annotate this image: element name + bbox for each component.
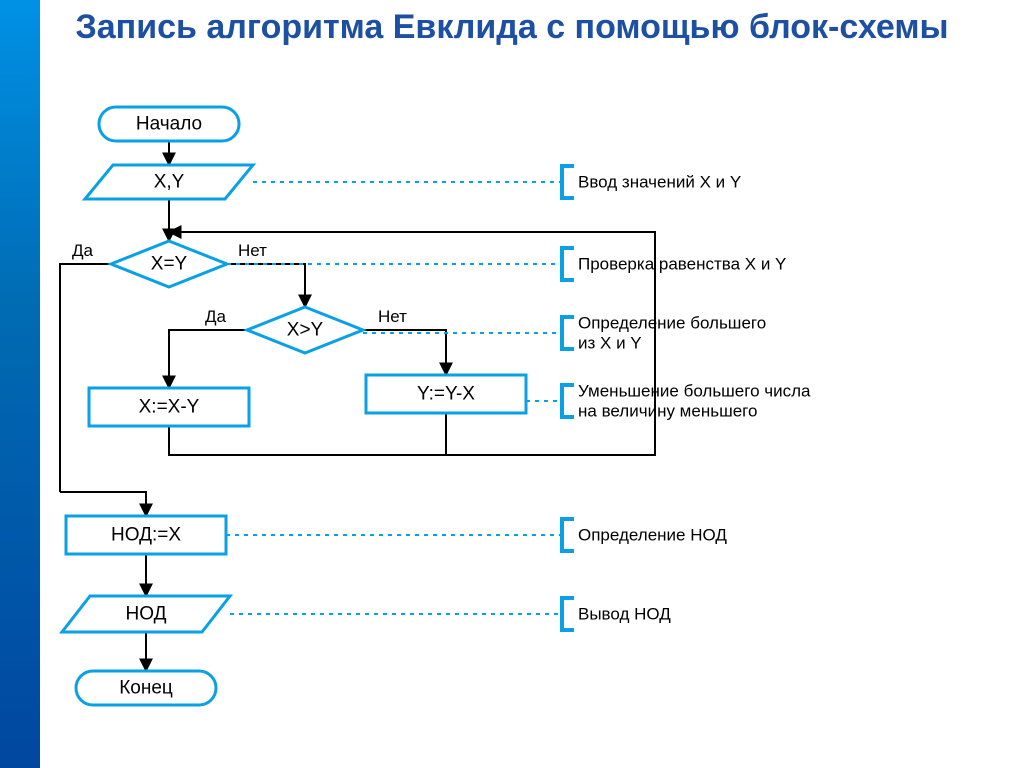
flowchart-svg: Начало X,Y X=Y X>Y X:=X-Y Y:=Y-X НОД:=X НОД Коне…	[0, 0, 1024, 768]
svg-text:Вывод НОД: Вывод НОД	[578, 605, 671, 624]
svg-text:Да: Да	[72, 241, 94, 260]
svg-text:НОД:=X: НОД:=X	[111, 525, 181, 546]
svg-text:Y:=Y-X: Y:=Y-X	[417, 384, 475, 405]
svg-text:Уменьшение большего числа: Уменьшение большего числа	[578, 382, 811, 401]
svg-text:Проверка равенства X и Y: Проверка равенства X и Y	[578, 255, 786, 274]
svg-text:Конец: Конец	[119, 678, 173, 699]
svg-text:из X и Y: из X и Y	[578, 334, 642, 353]
svg-text:НОД: НОД	[126, 604, 167, 625]
svg-text:Нет: Нет	[378, 307, 407, 326]
svg-text:Ввод значений X и Y: Ввод значений X и Y	[578, 173, 741, 192]
svg-text:Определение НОД: Определение НОД	[578, 526, 727, 545]
svg-text:Определение большего: Определение большего	[578, 314, 766, 333]
svg-text:X,Y: X,Y	[154, 172, 185, 193]
svg-text:Начало: Начало	[136, 114, 202, 135]
svg-text:X=Y: X=Y	[151, 254, 188, 275]
svg-text:X>Y: X>Y	[287, 320, 324, 341]
svg-text:X:=X-Y: X:=X-Y	[139, 397, 200, 418]
svg-text:Нет: Нет	[238, 241, 267, 260]
svg-text:Да: Да	[205, 307, 227, 326]
svg-text:на величину меньшего: на величину меньшего	[578, 402, 757, 421]
